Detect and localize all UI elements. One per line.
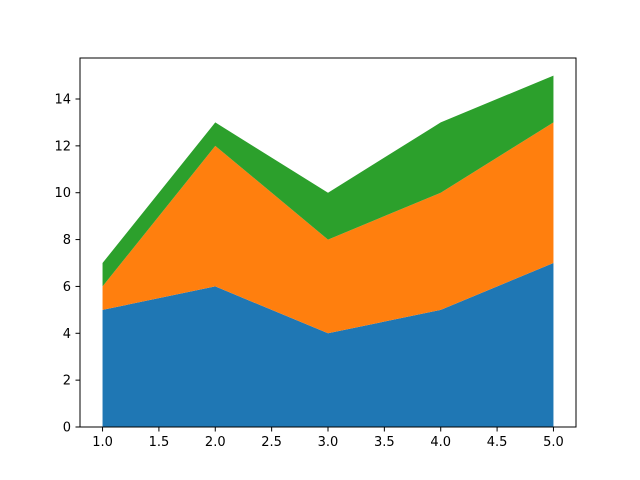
y-tick-label: 2 [63,374,71,389]
x-tick-label: 4.0 [430,435,451,450]
area-series-3 [102,75,554,287]
x-tick-label: 4.5 [487,435,508,450]
x-tick-label: 5.0 [543,435,564,450]
x-tick-label: 3.0 [318,435,339,450]
x-tick-label: 1.0 [92,435,113,450]
x-tick-label: 2.5 [261,435,282,450]
area-series-2 [102,122,554,334]
y-tick-label: 10 [54,186,71,201]
area-series-group [102,75,554,427]
y-tick-label: 8 [63,233,71,248]
y-tick-label: 6 [63,280,71,295]
area-series-1 [102,263,554,427]
y-axis-ticks: 0 2 4 6 8 10 12 14 [54,93,80,436]
x-axis-ticks: 1.0 1.5 2.0 2.5 3.0 3.5 4.0 4.5 5.0 [92,427,564,450]
y-tick-label: 12 [54,139,71,154]
x-tick-label: 3.5 [374,435,395,450]
x-tick-label: 1.5 [149,435,170,450]
y-tick-label: 14 [54,93,71,108]
x-tick-label: 2.0 [205,435,226,450]
y-tick-label: 0 [63,421,71,436]
y-tick-label: 4 [63,327,71,342]
